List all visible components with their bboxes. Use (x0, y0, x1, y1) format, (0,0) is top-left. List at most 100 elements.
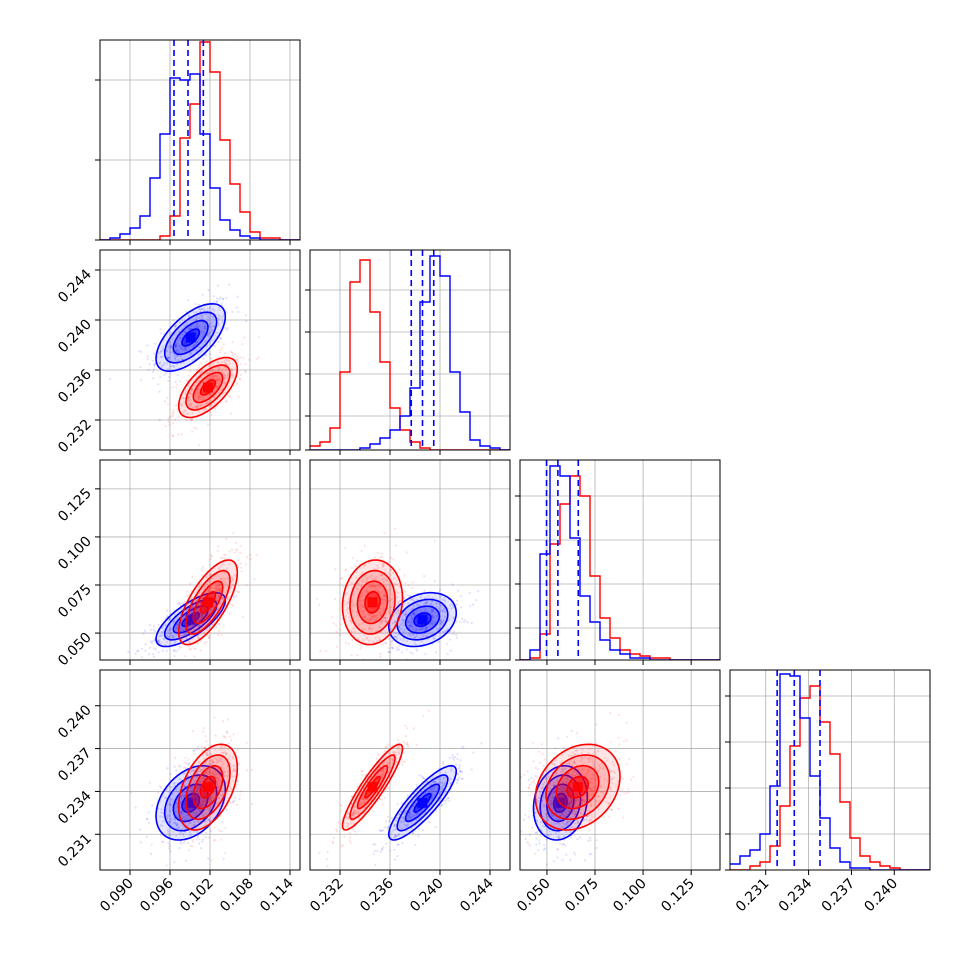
scatter-point (574, 802, 577, 805)
scatter-point (197, 618, 201, 622)
contour-red (185, 364, 231, 411)
scatter-point (215, 301, 218, 304)
scatter-point (556, 856, 559, 859)
scatter-point (216, 608, 219, 611)
contour-red (341, 559, 404, 646)
scatter-point (386, 787, 389, 791)
scatter-point (404, 581, 407, 585)
scatter-point (351, 884, 353, 886)
scatter-point (193, 780, 196, 783)
scatter-point (218, 603, 221, 606)
scatter-point (161, 820, 164, 823)
scatter-point (197, 405, 200, 408)
scatter-point (184, 779, 187, 783)
scatter-point (144, 629, 147, 633)
scatter-point (402, 621, 405, 624)
scatter-point (190, 417, 193, 420)
scatter-point (587, 791, 590, 794)
scatter-point (219, 746, 222, 749)
scatter-point (393, 635, 396, 638)
scatter-point (225, 311, 228, 314)
scatter-point (574, 749, 577, 753)
scatter-point (412, 611, 416, 614)
scatter-point (201, 613, 204, 616)
scatter-point (211, 623, 214, 626)
scatter-point (392, 828, 395, 831)
scatter-point (148, 624, 151, 627)
scatter-point (181, 333, 184, 337)
contour-red (364, 775, 381, 799)
scatter-point (542, 782, 545, 786)
scatter-point (376, 849, 379, 852)
scatter-point (175, 834, 178, 837)
scatter-point (173, 782, 176, 785)
scatter-point (408, 632, 411, 635)
scatter-point (231, 757, 234, 760)
scatter-point (341, 844, 345, 847)
scatter-point (412, 804, 415, 808)
scatter-point (233, 551, 237, 554)
scatter-point (409, 634, 412, 637)
scatter-point (182, 795, 185, 798)
scatter-point (363, 544, 366, 547)
scatter-point (195, 405, 198, 408)
scatter-point (534, 774, 537, 778)
scatter-point (409, 594, 412, 597)
scatter-point (226, 597, 229, 600)
scatter-point (431, 781, 434, 784)
scatter-point (192, 824, 195, 827)
scatter-point (361, 664, 363, 666)
scatter-point (241, 343, 244, 346)
scatter-point (216, 588, 219, 591)
scatter-point (558, 836, 561, 839)
scatter-point (182, 349, 185, 352)
scatter-point (167, 346, 170, 349)
scatter-point (195, 748, 198, 751)
scatter-point (462, 745, 465, 748)
scatter-point (378, 608, 381, 611)
scatter-point (140, 350, 143, 353)
scatter-point (472, 603, 475, 606)
scatter-point (558, 822, 561, 826)
scatter-point (217, 377, 220, 380)
scatter-point (423, 662, 425, 664)
scatter-point (201, 777, 204, 780)
scatter-point (200, 803, 204, 806)
scatter-point (167, 821, 171, 824)
scatter-point (191, 605, 194, 608)
scatter-point (461, 777, 464, 781)
scatter-point (224, 376, 227, 379)
scatter-point (244, 370, 247, 373)
scatter-point (423, 589, 426, 592)
scatter-point (158, 362, 161, 365)
scatter-point (220, 760, 223, 763)
scatter-point (197, 308, 200, 311)
scatter-point (236, 358, 239, 361)
scatter-point (191, 845, 194, 848)
scatter-point (159, 824, 162, 827)
scatter-point (208, 797, 211, 800)
scatter-point (199, 616, 202, 619)
scatter-point (441, 781, 444, 785)
scatter-point (230, 586, 233, 590)
scatter-point (225, 296, 228, 300)
scatter-point (173, 661, 175, 663)
histogram-red (310, 259, 510, 450)
scatter-point (566, 820, 570, 823)
scatter-point (628, 758, 631, 761)
scatter-point (350, 581, 353, 585)
scatter-point (198, 804, 201, 807)
scatter-point (220, 578, 223, 581)
scatter-point (449, 638, 452, 641)
scatter-point (409, 651, 412, 654)
scatter-point (340, 577, 343, 580)
scatter-point (460, 777, 464, 780)
scatter-point (393, 766, 396, 769)
scatter-point (186, 412, 189, 415)
scatter-point (244, 363, 247, 366)
scatter-point (384, 616, 387, 620)
scatter-point (379, 829, 382, 833)
scatter-point (192, 769, 195, 773)
scatter-point (351, 610, 354, 613)
scatter-point (207, 288, 210, 292)
